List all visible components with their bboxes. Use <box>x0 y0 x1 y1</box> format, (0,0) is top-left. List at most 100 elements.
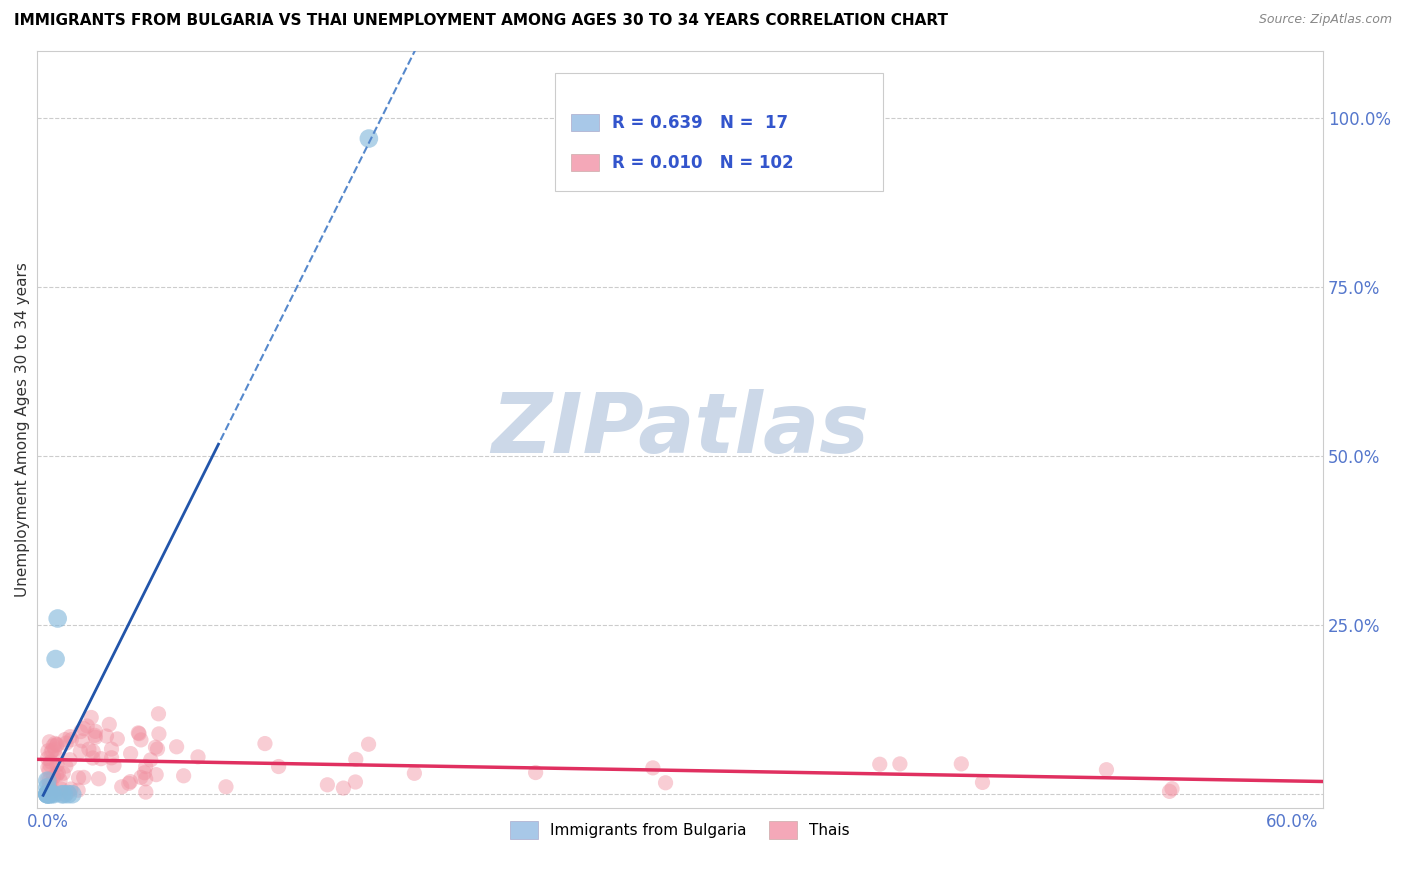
Text: R = 0.639   N =  17: R = 0.639 N = 17 <box>612 113 787 132</box>
Point <box>332 781 354 796</box>
Point <box>38 764 60 778</box>
Bar <box>571 154 599 171</box>
Text: IMMIGRANTS FROM BULGARIA VS THAI UNEMPLOYMENT AMONG AGES 30 TO 34 YEARS CORRELAT: IMMIGRANTS FROM BULGARIA VS THAI UNEMPLO… <box>14 13 948 29</box>
Point <box>53 732 76 747</box>
Point <box>139 753 162 767</box>
Point <box>118 776 141 790</box>
Point <box>45 738 67 752</box>
Point <box>80 710 103 724</box>
Point <box>100 751 122 765</box>
Point <box>73 722 96 736</box>
Point <box>111 780 134 794</box>
Point <box>187 750 209 764</box>
Point <box>103 758 125 772</box>
Point <box>44 742 66 756</box>
Point <box>1161 781 1184 796</box>
Point <box>39 755 62 769</box>
Point <box>37 787 59 801</box>
Point <box>37 760 59 774</box>
Bar <box>571 114 599 131</box>
Point <box>37 787 59 801</box>
Point <box>72 734 94 748</box>
Point <box>45 750 67 764</box>
Point <box>146 742 169 756</box>
Point <box>96 729 118 743</box>
Point <box>100 742 122 756</box>
Point <box>56 787 79 801</box>
Point <box>120 747 142 761</box>
Point <box>37 773 59 788</box>
Point <box>134 765 156 780</box>
Point <box>51 787 73 801</box>
Point <box>41 787 63 801</box>
Point <box>105 731 128 746</box>
Text: ZIPatlas: ZIPatlas <box>491 389 869 470</box>
Point <box>38 787 60 801</box>
Point <box>49 781 72 796</box>
Point <box>49 773 72 788</box>
Point <box>69 724 91 739</box>
Point <box>45 768 67 782</box>
Point <box>950 756 973 771</box>
Point <box>42 739 65 753</box>
Point <box>148 727 170 741</box>
Point <box>145 740 167 755</box>
Point <box>82 744 104 758</box>
Point <box>82 751 104 765</box>
Point <box>641 761 664 775</box>
Point <box>166 739 188 754</box>
Point <box>267 759 290 773</box>
Point <box>98 717 121 731</box>
Point <box>215 780 238 794</box>
Point <box>38 757 60 772</box>
Point <box>46 611 69 625</box>
Point <box>77 742 100 756</box>
Point <box>253 737 276 751</box>
Point <box>52 766 75 780</box>
Point <box>129 771 152 785</box>
Point <box>524 765 547 780</box>
Point <box>135 759 157 773</box>
Point <box>37 772 59 786</box>
Point <box>39 745 62 759</box>
Point <box>1159 784 1181 798</box>
Point <box>38 780 60 795</box>
Point <box>120 774 142 789</box>
Point <box>56 785 79 799</box>
Point <box>49 787 72 801</box>
Point <box>76 719 98 733</box>
Point <box>344 752 367 766</box>
Point <box>60 787 83 801</box>
Point <box>38 787 60 801</box>
FancyBboxPatch shape <box>555 73 883 191</box>
Legend: Immigrants from Bulgaria, Thais: Immigrants from Bulgaria, Thais <box>505 814 856 846</box>
Point <box>127 726 149 740</box>
Point <box>69 744 91 758</box>
Point <box>37 744 59 758</box>
Point <box>46 738 69 752</box>
Point <box>1095 763 1118 777</box>
Point <box>67 771 90 785</box>
Point <box>44 736 66 750</box>
Point <box>59 730 82 744</box>
Point <box>46 757 69 772</box>
Point <box>41 743 63 757</box>
Point <box>87 772 110 786</box>
Point <box>404 766 426 780</box>
Point <box>59 753 82 767</box>
Point <box>344 775 367 789</box>
Point <box>59 782 82 797</box>
Point <box>869 757 891 772</box>
Point <box>83 728 105 742</box>
Point <box>41 785 63 799</box>
Point <box>38 780 60 794</box>
Point <box>60 732 83 747</box>
Point <box>357 131 380 145</box>
Text: Source: ZipAtlas.com: Source: ZipAtlas.com <box>1258 13 1392 27</box>
Point <box>972 775 994 789</box>
Point <box>128 726 150 740</box>
Point <box>37 787 59 801</box>
Point <box>145 767 167 781</box>
Point <box>135 772 157 786</box>
Point <box>55 759 77 773</box>
